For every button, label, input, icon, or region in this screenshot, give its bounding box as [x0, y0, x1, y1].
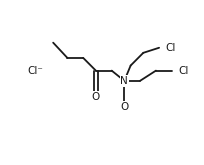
Text: Cl: Cl [165, 43, 176, 53]
Text: N: N [120, 76, 128, 86]
Text: O: O [120, 102, 129, 112]
Text: Cl⁻: Cl⁻ [28, 66, 44, 76]
Text: O: O [92, 92, 100, 102]
Text: Cl: Cl [178, 66, 188, 76]
